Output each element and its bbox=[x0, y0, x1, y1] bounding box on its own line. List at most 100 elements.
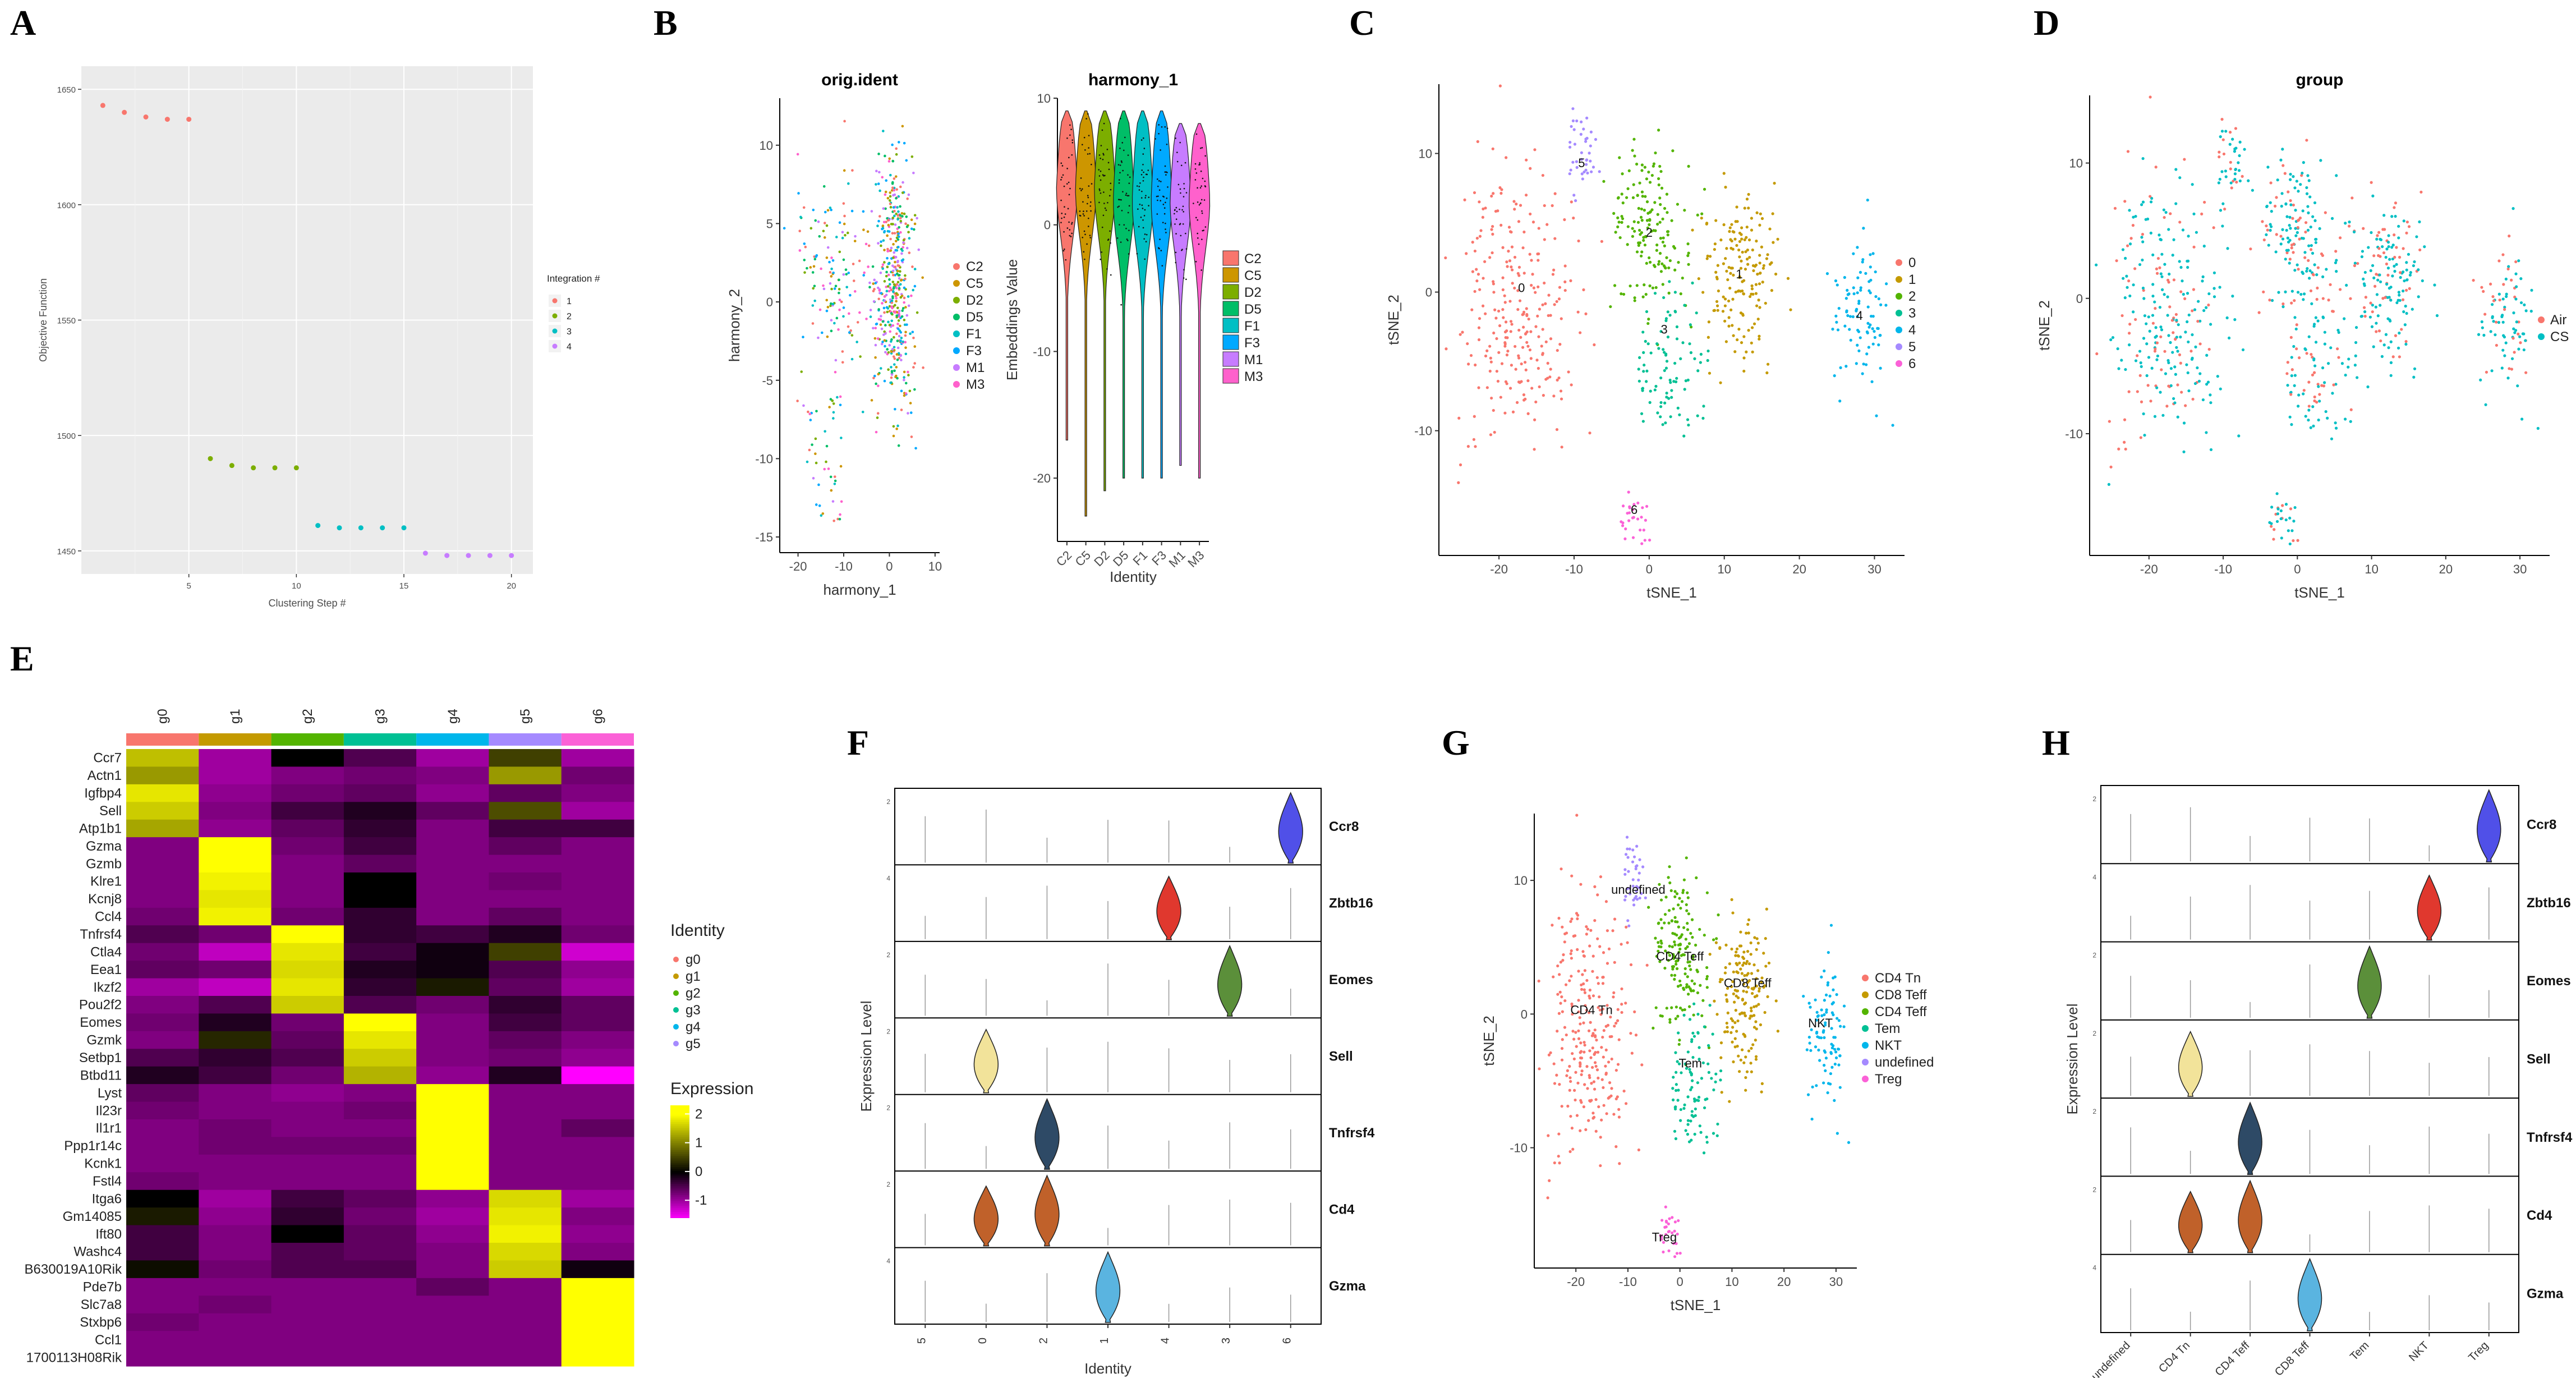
panel-e-cell bbox=[561, 837, 634, 856]
panel-g-point bbox=[1579, 1064, 1582, 1068]
panel-e-colorbar-step bbox=[670, 1163, 689, 1166]
panel-d-point bbox=[2169, 384, 2173, 387]
panel-c-point bbox=[1482, 207, 1485, 210]
panel-d-point bbox=[2287, 190, 2290, 194]
panel-e-cell bbox=[489, 1243, 562, 1261]
panel-b-right-jitter bbox=[1180, 164, 1183, 167]
panel-b-right-jitter bbox=[1174, 209, 1176, 211]
panel-c-point bbox=[1664, 317, 1668, 320]
panel-b-left-point bbox=[846, 231, 849, 235]
panel-d-point bbox=[2522, 348, 2526, 352]
panel-b-left-point bbox=[883, 311, 886, 314]
panel-a-point bbox=[164, 117, 170, 122]
panel-b-left-point bbox=[827, 467, 830, 470]
panel-d-point bbox=[2292, 520, 2296, 523]
panel-d-point bbox=[2266, 166, 2270, 169]
panel-e-row-label: Gzmk bbox=[86, 1033, 122, 1048]
panel-e-cell bbox=[199, 1243, 272, 1261]
panel-b-right-jitter bbox=[1090, 210, 1092, 212]
panel-g-point bbox=[1576, 1081, 1580, 1085]
panel-b-left-point bbox=[900, 389, 903, 393]
panel-d-point bbox=[2371, 264, 2375, 267]
panel-b-left-point bbox=[893, 336, 895, 339]
panel-d-point bbox=[2354, 341, 2358, 344]
panel-d-point bbox=[2415, 235, 2418, 238]
panel-c-point bbox=[1662, 348, 1665, 351]
panel-h-x-tick-label: NKT bbox=[2407, 1339, 2431, 1364]
panel-c-point bbox=[1687, 164, 1690, 168]
panel-h-x-tick-label: CD4 Tn bbox=[2156, 1339, 2192, 1375]
panel-g-point bbox=[1764, 964, 1768, 968]
panel-g-point bbox=[1671, 1216, 1674, 1219]
panel-d-point bbox=[2360, 255, 2364, 259]
panel-d-point bbox=[2230, 186, 2233, 190]
panel-b-left-point bbox=[873, 278, 876, 282]
panel-e-cell bbox=[561, 890, 634, 908]
panel-g-point bbox=[1683, 1103, 1686, 1106]
panel-b-right-jitter bbox=[1180, 235, 1182, 237]
panel-c-point bbox=[1528, 252, 1531, 256]
panel-e-cell bbox=[126, 1296, 199, 1314]
panel-g-point bbox=[1807, 1002, 1811, 1005]
panel-c-point bbox=[1583, 170, 1586, 174]
panel-b-left-point bbox=[904, 334, 907, 337]
panel-e-row-label: Tnfrsf4 bbox=[80, 927, 122, 942]
panel-d-point bbox=[2385, 262, 2389, 266]
panel-c-point bbox=[1659, 270, 1663, 273]
panel-f-violin bbox=[1095, 1251, 1121, 1323]
panel-d-point bbox=[2285, 251, 2289, 255]
panel-c-point bbox=[1631, 516, 1635, 520]
panel-c-point bbox=[1444, 256, 1447, 260]
panel-d-point bbox=[2281, 164, 2285, 167]
panel-c-x-tick-label: 20 bbox=[1792, 562, 1806, 576]
panel-c-point bbox=[1843, 324, 1847, 328]
panel-d-point bbox=[2395, 246, 2398, 249]
panel-d-point bbox=[2197, 300, 2200, 303]
panel-c-x-tick-label: -10 bbox=[1565, 562, 1583, 576]
panel-f-violin bbox=[1034, 1174, 1060, 1247]
panel-e-colorbar-step bbox=[670, 1215, 689, 1218]
panel-d-point bbox=[2393, 206, 2396, 209]
panel-b-left-point bbox=[907, 231, 910, 234]
panel-c-point bbox=[1491, 147, 1494, 150]
panel-d-point bbox=[2158, 266, 2161, 269]
panel-g-point bbox=[1591, 970, 1594, 973]
panel-d-point bbox=[2334, 426, 2338, 430]
panel-g-point bbox=[1690, 1072, 1693, 1076]
panel-d-point bbox=[2138, 263, 2142, 267]
panel-f-y-label: Expression Level bbox=[858, 1001, 875, 1112]
panel-c-point bbox=[1474, 363, 1477, 367]
panel-d-point bbox=[2273, 528, 2276, 531]
panel-g-point bbox=[1626, 856, 1630, 859]
panel-d-point bbox=[2186, 292, 2189, 295]
panel-c-point bbox=[1865, 352, 1869, 356]
panel-g-point bbox=[1750, 987, 1754, 990]
panel-b-left-point bbox=[863, 271, 866, 274]
panel-g-point bbox=[1705, 975, 1709, 978]
panel-b-left-point bbox=[836, 396, 839, 399]
panel-d-point bbox=[2193, 382, 2197, 385]
panel-d-point bbox=[2311, 373, 2315, 376]
panel-c-point bbox=[1740, 226, 1744, 229]
panel-c-point bbox=[1542, 394, 1545, 397]
panel-b-right-jitter bbox=[1128, 195, 1130, 197]
panel-g-point bbox=[1628, 886, 1631, 890]
panel-a-x-tick-label: 20 bbox=[507, 581, 516, 591]
panel-d-point bbox=[2318, 227, 2321, 231]
panel-c-point bbox=[1617, 221, 1621, 224]
panel-a-point bbox=[422, 550, 428, 556]
panel-b-right-jitter bbox=[1103, 122, 1105, 125]
panel-g-point bbox=[1679, 1119, 1682, 1122]
panel-d-point bbox=[2524, 309, 2528, 313]
panel-d-point bbox=[2280, 536, 2283, 540]
panel-b-left-point bbox=[899, 217, 902, 220]
panel-b-right-jitter bbox=[1103, 175, 1105, 177]
panel-c-legend-label: 6 bbox=[1908, 356, 1916, 371]
panel-c-point bbox=[1627, 490, 1630, 494]
panel-g-point bbox=[1638, 897, 1641, 900]
panel-d-point bbox=[2233, 172, 2237, 176]
panel-d-point bbox=[2302, 292, 2306, 296]
panel-c-point bbox=[1519, 204, 1522, 207]
panel-g-point bbox=[1552, 1062, 1556, 1065]
panel-c-point bbox=[1665, 392, 1668, 395]
